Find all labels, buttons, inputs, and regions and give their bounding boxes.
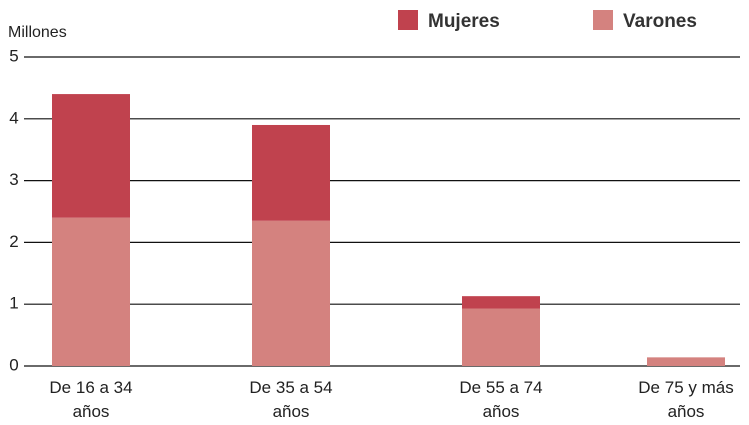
x-tick-label: De 75 y más años <box>638 378 734 421</box>
y-tick-label: 0 <box>9 355 18 374</box>
y-axis-label: Millones <box>8 24 67 41</box>
x-tick-label: De 55 a 74 años <box>459 378 543 421</box>
x-tick-label: De 16 a 34 años <box>49 378 133 421</box>
legend-swatch <box>398 10 418 30</box>
bar-segment <box>252 124 330 221</box>
bar-segment <box>462 296 540 309</box>
bar-segment <box>52 217 130 366</box>
y-tick-label: 1 <box>9 294 18 313</box>
y-tick-label: 5 <box>9 46 18 65</box>
legend-label: Mujeres <box>428 11 500 32</box>
y-tick-label: 3 <box>9 170 18 189</box>
bar-segment <box>252 220 330 366</box>
bar-segment <box>647 357 725 366</box>
bar-segment <box>462 308 540 366</box>
bar-segment <box>52 94 130 218</box>
legend-swatch <box>593 10 613 30</box>
y-tick-label: 2 <box>9 232 18 251</box>
legend-label: Varones <box>623 11 697 32</box>
y-tick-label: 4 <box>9 108 18 127</box>
x-tick-label: De 35 a 54 años <box>249 378 333 421</box>
